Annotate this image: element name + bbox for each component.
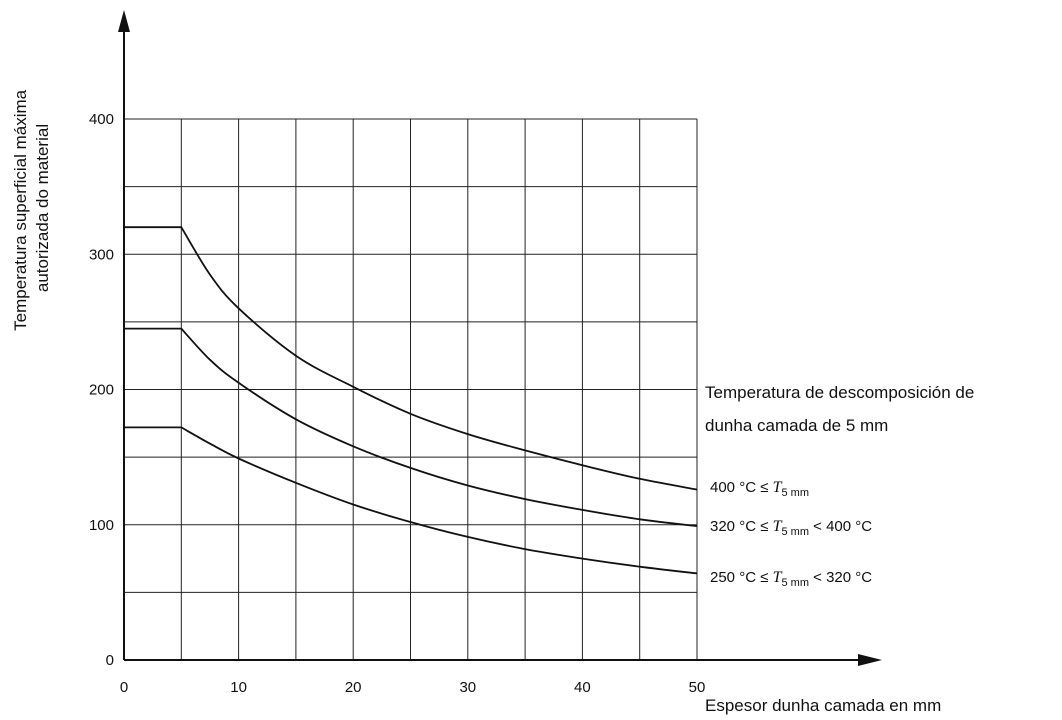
series-label-suffix: < 400 °C xyxy=(809,518,872,535)
x-tick-label: 30 xyxy=(459,679,476,696)
y-tick-labels: 0 100 200 300 400 xyxy=(89,111,114,669)
x-tick-label: 40 xyxy=(574,679,591,696)
y-tick-label: 300 xyxy=(89,246,114,263)
series-label-symbol: T xyxy=(773,569,783,586)
series-label-symbol: T xyxy=(773,518,783,535)
series-label-prefix: 400 °C ≤ xyxy=(710,479,773,496)
y-tick-label: 100 xyxy=(89,517,114,534)
curves xyxy=(124,226,698,575)
x-axis-title: Espesor dunha camada en mm xyxy=(705,696,941,715)
y-tick-label: 0 xyxy=(106,652,114,669)
series-label-subscript: 5 mm xyxy=(782,577,810,589)
x-tick-label: 20 xyxy=(345,679,362,696)
series-label-subscript: 5 mm xyxy=(782,526,810,538)
series-label-2: 320 °C ≤ T5 mm < 400 °C xyxy=(710,518,872,538)
y-tick-label: 400 xyxy=(89,111,114,128)
series-label-3: 250 °C ≤ T5 mm < 320 °C xyxy=(710,569,872,589)
series-line-2 xyxy=(124,327,698,527)
y-axis-arrow xyxy=(118,10,130,32)
series-line-1 xyxy=(124,226,698,491)
y-tick-label: 200 xyxy=(89,382,114,399)
series-label-1: 400 °C ≤ T5 mm xyxy=(710,479,809,499)
legend-title-line-1: Temperatura de descomposición de xyxy=(705,383,974,402)
series-label-suffix: < 320 °C xyxy=(809,569,872,586)
x-tick-labels: 0 10 20 30 40 50 xyxy=(120,679,706,696)
x-axis-arrow xyxy=(858,654,882,666)
legend-title-line-2: dunha camada de 5 mm xyxy=(705,416,888,435)
x-tick-label: 0 xyxy=(120,679,128,696)
x-tick-label: 10 xyxy=(230,679,247,696)
grid xyxy=(124,118,698,660)
series-label-subscript: 5 mm xyxy=(782,487,810,499)
series-label-symbol: T xyxy=(773,479,783,496)
y-axis-title-line-2: autorizada do material xyxy=(33,124,52,292)
series-label-prefix: 320 °C ≤ xyxy=(710,518,773,535)
y-axis-title: Temperatura superficial máxima autorizad… xyxy=(11,85,52,331)
legend-title: Temperatura de descomposición de dunha c… xyxy=(705,383,979,435)
series-line-3 xyxy=(124,426,698,575)
series-label-prefix: 250 °C ≤ xyxy=(710,569,773,586)
y-axis-title-line-1: Temperatura superficial máxima xyxy=(11,89,30,330)
axes xyxy=(118,10,882,666)
x-tick-label: 50 xyxy=(689,679,706,696)
